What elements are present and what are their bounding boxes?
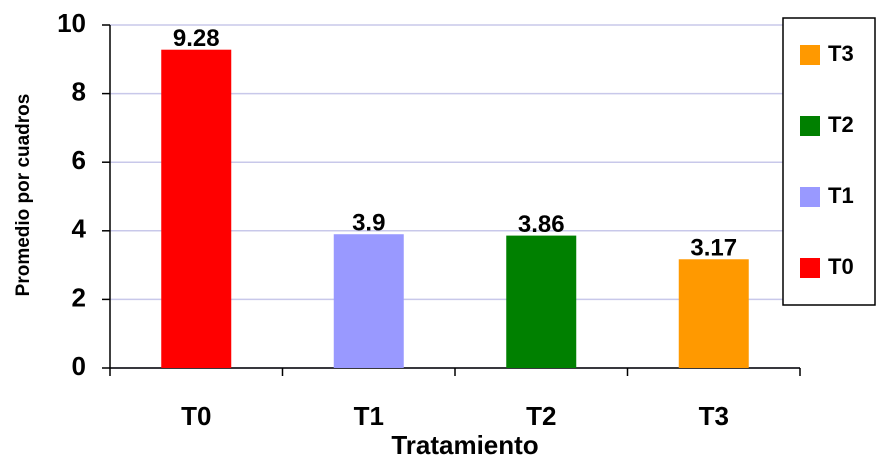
data-label: 3.9	[352, 210, 385, 237]
legend-label: T2	[828, 112, 854, 137]
legend-swatch	[800, 116, 820, 136]
y-tick-label: 6	[72, 145, 86, 175]
data-label: 3.86	[518, 211, 565, 238]
data-label: 3.17	[690, 235, 737, 262]
x-axis-title: Tratamiento	[391, 430, 538, 460]
y-axis-title: Promedio por cuadros	[13, 94, 34, 297]
x-tick-label: T3	[699, 401, 729, 431]
x-tick-label: T0	[181, 401, 211, 431]
legend-swatch	[800, 258, 820, 278]
y-tick-label: 8	[72, 76, 86, 106]
legend-label: T3	[828, 41, 854, 66]
x-tick-label: T1	[354, 401, 384, 431]
legend-label: T0	[828, 254, 854, 279]
y-tick-label: 10	[57, 8, 86, 38]
legend-swatch	[800, 45, 820, 65]
y-tick-label: 4	[72, 214, 87, 244]
y-tick-label: 2	[72, 282, 86, 312]
legend-swatch	[800, 187, 820, 207]
bar	[678, 259, 749, 368]
x-tick-label: T2	[526, 401, 556, 431]
bar	[333, 234, 404, 368]
legend-box	[782, 17, 876, 306]
legend-label: T1	[828, 183, 854, 208]
bar	[506, 235, 577, 368]
y-tick-label: 0	[72, 351, 86, 381]
bar	[161, 49, 232, 369]
data-label: 9.28	[173, 25, 220, 52]
